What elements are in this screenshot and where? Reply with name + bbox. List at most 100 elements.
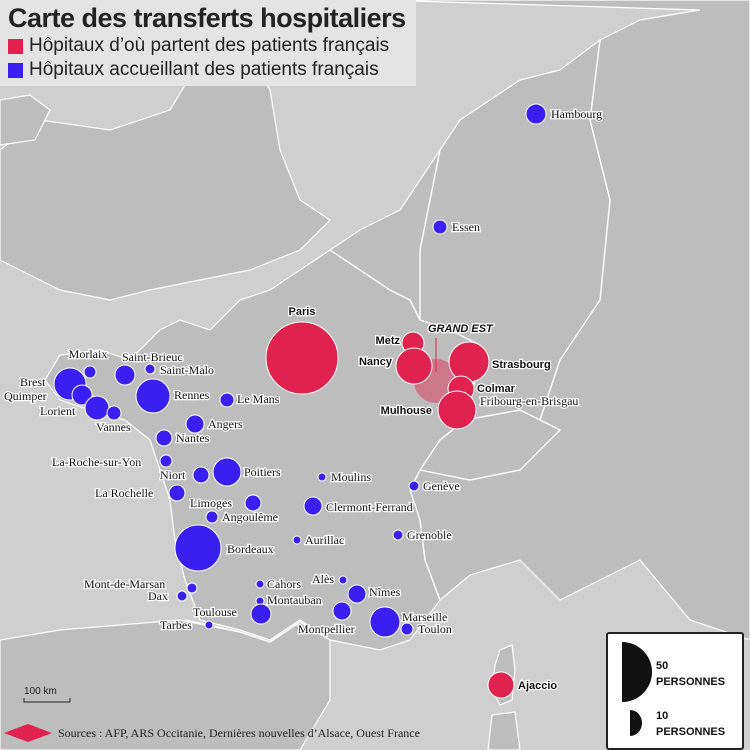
destination-label-brest: Brest — [20, 375, 46, 389]
destination-marker-lorient — [84, 395, 110, 421]
origin-marker-mulhouse — [437, 390, 477, 430]
destination-label-la-rochelle: La Rochelle — [95, 486, 153, 500]
destination-marker-ales — [338, 575, 348, 585]
border-france-italy — [409, 489, 441, 601]
destination-marker-marseille — [369, 606, 401, 638]
destination-marker-montpellier — [332, 601, 352, 621]
destination-label-nimes: Nîmes — [369, 585, 401, 599]
origin-marker-ajaccio — [487, 671, 515, 699]
origin-label-paris: Paris — [289, 306, 316, 318]
border-switzerland — [419, 409, 562, 481]
destination-label-poitiers: Poitiers — [244, 465, 281, 479]
ireland-land — [0, 94, 51, 146]
destination-label-limoges: Limoges — [190, 496, 232, 510]
destination-marker-nimes — [347, 584, 367, 604]
destination-marker-hambourg — [525, 103, 547, 125]
origin-label-mulhouse: Mulhouse — [381, 405, 432, 417]
origin-label-ajaccio: Ajaccio — [518, 680, 557, 692]
destination-marker-geneve — [408, 480, 420, 492]
destination-marker-aurillac — [292, 535, 302, 545]
size-legend-small-icon — [630, 710, 642, 736]
destination-marker-vannes — [106, 405, 122, 421]
destination-marker-la-roche-sur-yon — [159, 454, 173, 468]
destination-marker-niort — [192, 466, 210, 484]
destination-label-dax: Dax — [148, 589, 168, 603]
border-france-switzerland — [409, 419, 466, 491]
destination-marker-grenoble — [392, 529, 404, 541]
uk-land — [0, 39, 331, 301]
destination-label-toulon: Toulon — [418, 622, 452, 636]
destination-label-bordeaux: Bordeaux — [227, 542, 274, 556]
destination-marker-la-rochelle — [168, 484, 186, 502]
destination-label-angouleme: Angoulême — [222, 510, 278, 524]
destination-marker-mont-de-marsan — [186, 582, 198, 594]
destination-label-la-roche-sur-yon: La-Roche-sur-Yon — [52, 455, 141, 469]
destination-label-tarbes: Tarbes — [160, 618, 192, 632]
border-france-belgium — [329, 249, 421, 321]
destination-marker-limoges — [244, 494, 262, 512]
destination-marker-saint-malo — [144, 363, 156, 375]
border-germany-east — [539, 39, 611, 421]
destination-marker-rennes — [135, 378, 171, 414]
size-legend: 50 PERSONNES 10 PERSONNES — [606, 632, 744, 750]
origin-swatch-icon — [8, 38, 23, 54]
size-legend-large-unit: PERSONNES — [656, 676, 726, 688]
origin-label-colmar: Colmar — [477, 383, 516, 395]
origin-label-strasbourg: Strasbourg — [492, 359, 551, 371]
destination-label-moulins: Moulins — [331, 470, 371, 484]
legend-origin-label: Hôpitaux d’où partent des patients franç… — [29, 35, 390, 56]
destination-swatch-icon — [8, 62, 23, 78]
destination-label-angers: Angers — [208, 417, 243, 431]
origin-label-metz: Metz — [376, 335, 401, 347]
destination-label-montauban: Montauban — [267, 593, 322, 607]
destination-label-ales: Alès — [312, 572, 334, 586]
size-legend-small-value: 10 — [656, 710, 669, 722]
destination-label-lorient: Lorient — [40, 404, 76, 418]
legend-destination-label: Hôpitaux accueillant des patients frança… — [29, 59, 379, 80]
size-legend-large-icon — [622, 642, 652, 702]
destination-marker-cahors — [255, 579, 265, 589]
destination-marker-bordeaux — [174, 524, 222, 572]
origin-marker-nancy — [395, 347, 433, 385]
title-panel: Carte des transferts hospitaliers Hôpita… — [0, 0, 416, 86]
destination-label-aurillac: Aurillac — [305, 533, 344, 547]
origin-label-nancy: Nancy — [359, 356, 393, 368]
destination-label-fribourg-en-brisgau: Fribourg-en-Brisgau — [480, 394, 578, 408]
origin-marker-paris — [265, 321, 339, 395]
region-label-grand-est: GRAND EST — [428, 323, 494, 335]
destination-label-essen: Essen — [452, 220, 480, 234]
destination-label-clermont-ferrand: Clermont-Ferrand — [326, 500, 413, 514]
destination-marker-angouleme — [205, 510, 219, 524]
destination-label-nantes: Nantes — [176, 431, 210, 445]
size-legend-shapes — [622, 642, 652, 736]
destination-marker-morlaix — [83, 365, 97, 379]
destination-marker-le-mans — [219, 392, 235, 408]
legend-origin: Hôpitaux d’où partent des patients franç… — [8, 34, 406, 58]
destination-marker-dax — [176, 590, 188, 602]
sardinia-land — [487, 711, 521, 750]
continent-land — [44, 0, 750, 651]
destination-marker-nantes — [155, 429, 173, 447]
scale-bar-label: 100 km — [24, 686, 57, 697]
destination-label-le-mans: Le Mans — [237, 392, 280, 406]
destination-label-toulouse: Toulouse — [193, 605, 237, 619]
destination-marker-tarbes — [204, 620, 214, 630]
destination-label-saint-malo: Saint-Malo — [160, 363, 214, 377]
destination-label-grenoble: Grenoble — [407, 528, 452, 542]
destination-label-saint-brieuc: Saint-Brieuc — [122, 350, 183, 364]
legend-destination: Hôpitaux accueillant des patients frança… — [8, 58, 406, 82]
destination-marker-angers — [185, 414, 205, 434]
destination-label-mont-de-marsan: Mont-de-Marsan — [84, 577, 165, 591]
origin-marker-strasbourg — [448, 341, 490, 383]
destination-label-hambourg: Hambourg — [551, 107, 602, 121]
size-legend-large-value: 50 — [656, 660, 669, 672]
destination-marker-moulins — [317, 472, 327, 482]
destination-label-cahors: Cahors — [267, 577, 301, 591]
destination-label-geneve: Genève — [423, 479, 460, 493]
destination-marker-toulon — [400, 622, 414, 636]
destination-marker-quimper — [71, 384, 93, 406]
scale-bar — [23, 698, 71, 703]
destination-label-quimper: Quimper — [4, 389, 47, 403]
destination-label-montpellier: Montpellier — [298, 622, 355, 636]
